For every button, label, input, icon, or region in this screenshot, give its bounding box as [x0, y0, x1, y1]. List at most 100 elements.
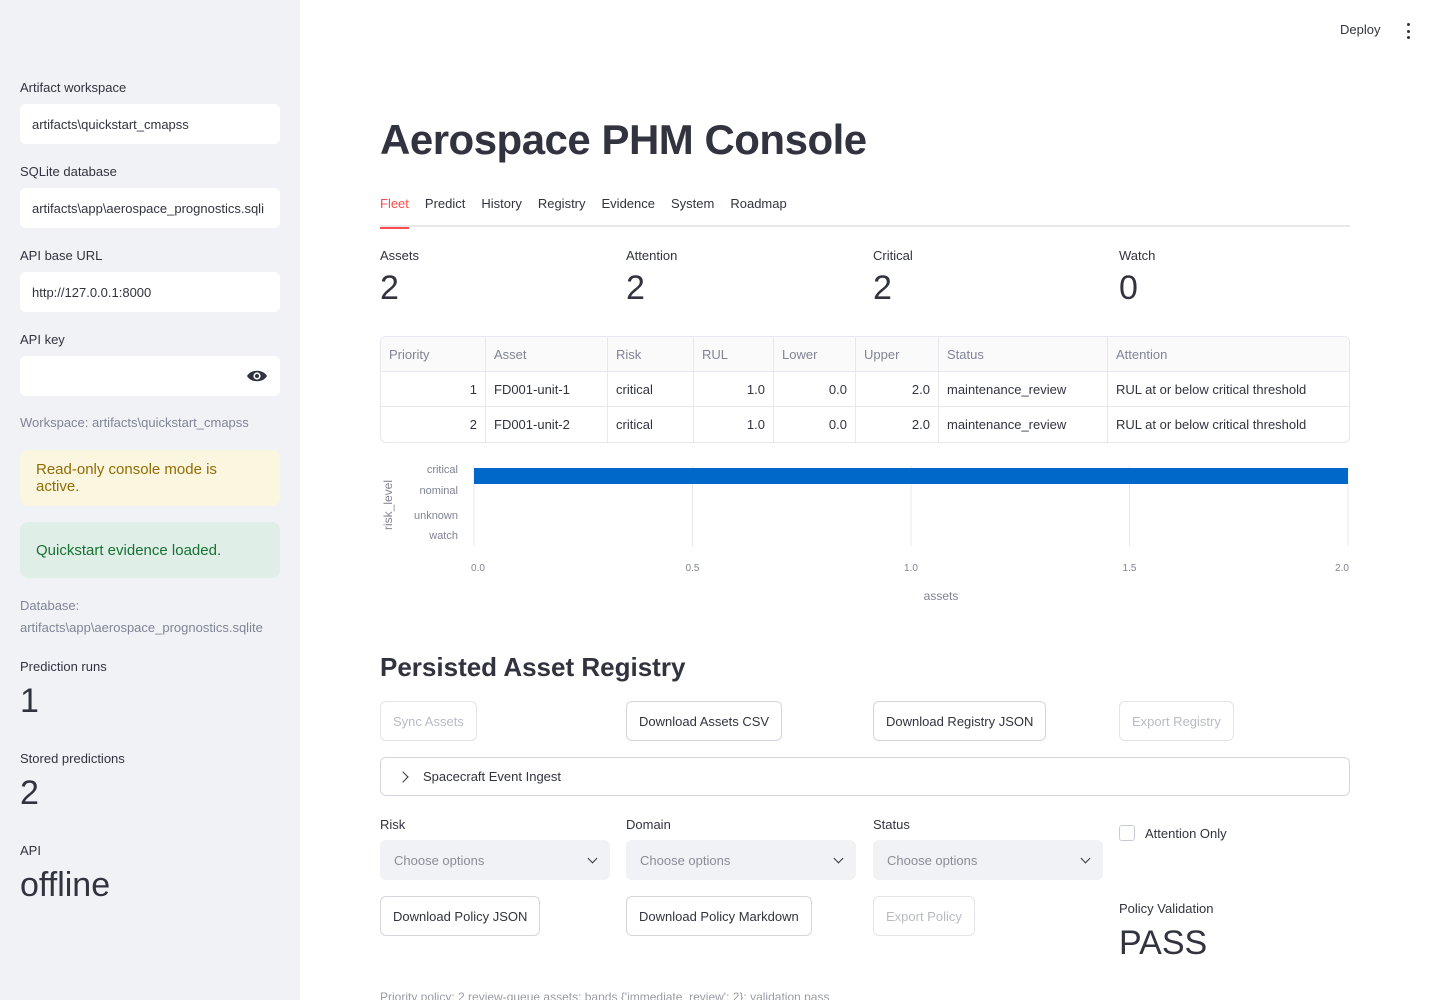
metric-attention-label: Attention [626, 248, 678, 263]
col-attention[interactable]: Attention [1116, 346, 1168, 362]
download-policy-json-button[interactable]: Download Policy JSON [380, 896, 541, 936]
priority-policy-caption: Priority policy: 2 review-queue assets; … [380, 990, 830, 1000]
col-risk[interactable]: Risk [608, 337, 694, 371]
risk-multiselect-placeholder: Choose options [394, 852, 485, 868]
api-key-input[interactable] [20, 356, 280, 396]
metric-assets-label: Assets [380, 248, 420, 263]
export-registry-button[interactable]: Export Registry [1119, 701, 1234, 741]
col-priority[interactable]: Priority [381, 337, 486, 371]
export-policy-button[interactable]: Export Policy [873, 896, 975, 936]
workspace-caption: Workspace: artifacts\quickstart_cmapss [20, 415, 249, 430]
tab-fleet[interactable]: Fleet [380, 196, 409, 229]
policy-validation-label: Policy Validation [1119, 901, 1214, 916]
cell-lower: 0.0 [774, 407, 856, 442]
x-tick-label: 0.5 [686, 563, 700, 574]
tab-registry[interactable]: Registry [537, 196, 586, 211]
metric-assets: Assets 2 [380, 248, 419, 308]
cell-priority: 1 [381, 372, 486, 406]
prediction-runs-value: 1 [20, 682, 39, 720]
domain-multiselect[interactable]: Choose options [626, 840, 856, 880]
quickstart-alert-text: Quickstart evidence loaded. [36, 541, 222, 559]
metric-watch-label: Watch [1119, 248, 1156, 263]
api-key-label: API key [20, 332, 65, 347]
tab-roadmap[interactable]: Roadmap [730, 196, 787, 211]
database-caption-line2: artifacts\app\aerospace_prognostics.sqli… [20, 620, 263, 635]
col-asset[interactable]: Asset [486, 337, 608, 371]
readonly-alert: Read-only console mode is active. [20, 450, 280, 506]
risk-multiselect[interactable]: Choose options [380, 840, 610, 880]
attention-only-checkbox[interactable] [1119, 825, 1135, 841]
prediction-runs-label: Prediction runs [20, 659, 107, 674]
attention-only-label: Attention Only [1145, 825, 1227, 841]
cell-upper: 2.0 [856, 372, 939, 406]
tab-history[interactable]: History [481, 196, 522, 211]
domain-filter-label: Domain [626, 817, 671, 832]
col-rul[interactable]: RUL [694, 337, 774, 371]
cell-attention: RUL at or below critical threshold [1116, 381, 1307, 397]
table-header-row: Priority Asset Risk RUL Lower Upper Stat… [381, 337, 1349, 372]
status-multiselect[interactable]: Choose options [873, 840, 1103, 880]
status-filter-label: Status [873, 817, 910, 832]
api-status-label: API [20, 843, 41, 858]
metric-watch: Watch 0 [1119, 248, 1155, 308]
cell-status: maintenance_review [939, 407, 1108, 442]
col-lower[interactable]: Lower [774, 337, 856, 371]
download-assets-csv-button[interactable]: Download Assets CSV [626, 701, 783, 741]
x-axis-label: assets [924, 589, 959, 603]
col-status[interactable]: Status [939, 337, 1108, 371]
sync-assets-button[interactable]: Sync Assets [380, 701, 477, 741]
chevron-down-icon [1080, 853, 1091, 863]
attention-only-toggle[interactable]: Attention Only [1119, 825, 1227, 841]
chevron-down-icon [833, 853, 844, 863]
quickstart-alert: Quickstart evidence loaded. [20, 522, 280, 578]
cell-attention: RUL at or below critical threshold [1116, 417, 1307, 432]
status-multiselect-placeholder: Choose options [887, 852, 978, 868]
spacecraft-event-ingest-expander[interactable]: Spacecraft Event Ingest [380, 757, 1350, 796]
x-tick-label: 0.0 [471, 563, 485, 574]
readonly-alert-text: Read-only console mode is active. [36, 461, 217, 495]
metric-assets-value: 2 [380, 269, 399, 307]
cell-lower: 0.0 [774, 372, 856, 406]
tab-system[interactable]: System [671, 196, 715, 211]
more-options-icon[interactable] [1402, 22, 1414, 40]
fleet-table[interactable]: Priority Asset Risk RUL Lower Upper Stat… [380, 336, 1350, 443]
x-tick-label: 2.0 [1335, 563, 1349, 574]
stored-predictions-label: Stored predictions [20, 751, 125, 766]
api-url-input-value: http://127.0.0.1:8000 [32, 284, 152, 300]
db-input-value: artifacts\app\aerospace_prognostics.sqli [32, 200, 264, 216]
api-url-input[interactable]: http://127.0.0.1:8000 [20, 272, 280, 312]
tab-evidence[interactable]: Evidence [601, 196, 655, 211]
eye-icon[interactable] [246, 369, 268, 383]
cell-rul: 1.0 [694, 372, 774, 406]
metric-attention-value: 2 [626, 269, 645, 307]
y-tick-label: critical [427, 464, 458, 476]
metric-critical-value: 2 [873, 269, 892, 307]
y-tick-label: unknown [414, 510, 458, 522]
table-row[interactable]: 2 FD001-unit-2 critical 1.0 0.0 2.0 main… [381, 407, 1349, 442]
database-caption-line1: Database: [20, 598, 80, 613]
cell-risk: critical [608, 372, 694, 406]
x-tick-label: 1.5 [1123, 563, 1137, 574]
db-input[interactable]: artifacts\app\aerospace_prognostics.sqli [20, 188, 280, 228]
sidebar: Artifact workspace artifacts\quickstart_… [0, 0, 300, 1000]
cell-rul: 1.0 [694, 407, 774, 442]
cell-status: maintenance_review [939, 372, 1108, 406]
tab-bar: Fleet Predict History Registry Evidence … [380, 196, 1350, 229]
metric-critical: Critical 2 [873, 248, 913, 308]
cell-risk: critical [608, 407, 694, 442]
download-registry-json-button[interactable]: Download Registry JSON [873, 701, 1047, 741]
download-policy-markdown-button[interactable]: Download Policy Markdown [626, 896, 812, 936]
workspace-input[interactable]: artifacts\quickstart_cmapss [20, 104, 280, 144]
api-url-label: API base URL [20, 248, 103, 263]
stored-predictions-value: 2 [20, 774, 39, 812]
bar-critical [474, 468, 1348, 484]
table-row[interactable]: 1 FD001-unit-1 critical 1.0 0.0 2.0 main… [381, 372, 1349, 407]
deploy-button[interactable]: Deploy [1340, 22, 1381, 37]
tab-predict[interactable]: Predict [424, 196, 466, 211]
y-tick-label: watch [428, 530, 458, 542]
expander-label: Spacecraft Event Ingest [423, 769, 562, 784]
col-upper[interactable]: Upper [856, 337, 939, 371]
metric-attention: Attention 2 [626, 248, 677, 308]
y-axis-label: risk_level [381, 480, 395, 530]
y-tick-label: nominal [419, 485, 458, 497]
